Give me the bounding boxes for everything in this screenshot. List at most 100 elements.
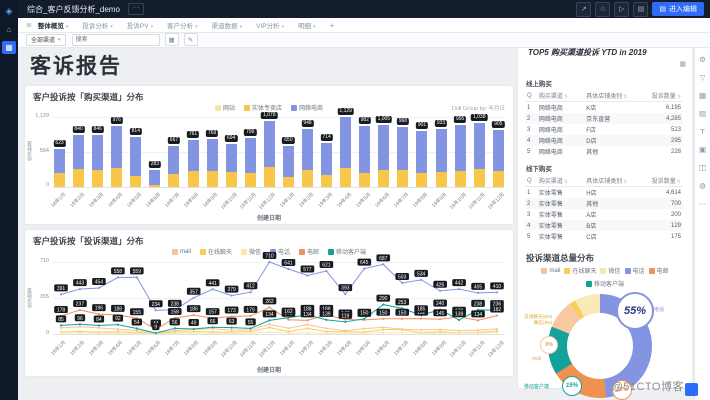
column-header[interactable]: Q: [527, 92, 532, 99]
bar-segment-retail[interactable]: [149, 185, 161, 187]
stacked-bar[interactable]: 1,038: [470, 114, 488, 187]
stacked-bar[interactable]: 840: [72, 117, 85, 187]
bar-segment-ecommerce[interactable]: [168, 146, 180, 174]
table-row[interactable]: 3 网络电商 F店 523: [525, 124, 683, 135]
bar-segment-ecommerce[interactable]: [282, 146, 294, 177]
data-point[interactable]: [192, 327, 195, 331]
data-point[interactable]: [249, 291, 252, 294]
column-header[interactable]: 购买渠道⇅: [538, 179, 569, 185]
data-point[interactable]: [325, 318, 328, 322]
data-point[interactable]: [306, 331, 309, 334]
bar-segment-retail[interactable]: [225, 172, 237, 187]
bar-segment-ecommerce[interactable]: [397, 127, 409, 170]
data-point[interactable]: [287, 267, 290, 271]
data-point[interactable]: [173, 332, 176, 335]
table-icon[interactable]: ▤: [698, 108, 707, 118]
data-point[interactable]: [420, 328, 423, 331]
data-point[interactable]: [401, 328, 404, 331]
column-header[interactable]: 购买渠道⇅: [538, 94, 569, 100]
stacked-bar[interactable]: 968: [396, 117, 410, 187]
table-row[interactable]: 1 网络电商 K店 6,195: [525, 102, 683, 113]
table-row[interactable]: 5 实体零售 C店 175: [525, 231, 683, 242]
data-point[interactable]: [495, 331, 499, 334]
bar-segment-ecommerce[interactable]: [244, 138, 256, 173]
data-point[interactable]: [249, 330, 252, 333]
data-point[interactable]: [135, 276, 138, 279]
legend-item[interactable]: 网站: [214, 103, 235, 112]
stacked-bar[interactable]: 982: [358, 117, 371, 187]
data-point[interactable]: [97, 326, 101, 329]
data-point[interactable]: [97, 313, 101, 316]
column-header[interactable]: 具体店铺类别⇅: [586, 94, 628, 100]
data-point[interactable]: [78, 325, 82, 328]
data-point[interactable]: [382, 303, 385, 306]
data-point[interactable]: [59, 326, 63, 330]
bar-segment-ecommerce[interactable]: [206, 139, 218, 171]
tab-7[interactable]: 明细 ▾: [298, 23, 316, 30]
bar-segment-ecommerce[interactable]: [359, 126, 371, 173]
data-point[interactable]: [439, 331, 442, 335]
data-point[interactable]: [135, 329, 138, 332]
stacked-bar[interactable]: 283: [148, 117, 162, 187]
bar-segment-ecommerce[interactable]: [149, 170, 161, 185]
data-point[interactable]: [439, 318, 442, 321]
data-point[interactable]: [420, 317, 423, 320]
data-point[interactable]: [344, 320, 347, 324]
line-series-在线聊天[interactable]: [60, 326, 498, 334]
column-header[interactable]: 投诉数量⇅: [651, 179, 681, 185]
data-point[interactable]: [344, 293, 347, 296]
data-point[interactable]: [401, 317, 404, 320]
stacked-bar[interactable]: 846: [91, 117, 104, 187]
bar-segment-retail[interactable]: [263, 167, 275, 187]
data-point[interactable]: [476, 319, 480, 322]
data-point[interactable]: [97, 286, 101, 290]
column-header[interactable]: 投诉数量⇅: [651, 94, 681, 100]
stacked-bar[interactable]: 769: [205, 117, 219, 187]
data-point[interactable]: [420, 331, 423, 335]
enter-edit-button[interactable]: ▤ 进入编辑: [652, 2, 704, 16]
stacked-bar[interactable]: 714: [320, 117, 333, 187]
data-point[interactable]: [401, 281, 404, 285]
data-point[interactable]: [287, 331, 290, 335]
table-row[interactable]: 2 实体零售 其他 700: [525, 198, 683, 209]
data-point[interactable]: [230, 326, 233, 329]
data-point[interactable]: [325, 327, 328, 330]
table-row[interactable]: 5 网络电商 其他 228: [525, 146, 683, 157]
data-point[interactable]: [306, 319, 309, 322]
share-icon[interactable]: ↗: [576, 1, 592, 17]
data-point[interactable]: [78, 330, 82, 333]
bar-segment-ecommerce[interactable]: [321, 143, 333, 175]
column-header[interactable]: Q: [527, 177, 532, 184]
play-icon[interactable]: ▷: [614, 1, 630, 17]
data-point[interactable]: [211, 332, 214, 335]
data-point[interactable]: [154, 331, 157, 335]
bar-segment-retail[interactable]: [92, 170, 104, 187]
data-point[interactable]: [306, 327, 309, 330]
bar-segment-retail[interactable]: [187, 171, 199, 187]
line-series-电邮[interactable]: [60, 306, 498, 331]
data-point[interactable]: [268, 306, 271, 309]
bar-segment-ecommerce[interactable]: [378, 125, 390, 170]
data-point[interactable]: [268, 326, 271, 329]
data-point[interactable]: [211, 326, 214, 329]
data-point[interactable]: [78, 308, 82, 312]
data-point[interactable]: [495, 291, 499, 294]
bar-segment-retail[interactable]: [435, 172, 447, 187]
bar-segment-ecommerce[interactable]: [73, 135, 85, 169]
bar-segment-retail[interactable]: [416, 173, 428, 187]
tab-icon[interactable]: ◫: [698, 162, 707, 172]
bar-segment-retail[interactable]: [321, 175, 333, 187]
data-point[interactable]: [249, 327, 252, 330]
bar-segment-ecommerce[interactable]: [473, 123, 485, 169]
stacked-bar[interactable]: 761: [186, 117, 200, 187]
data-point[interactable]: [116, 328, 119, 331]
legend-item[interactable]: 微信: [240, 247, 261, 256]
data-point[interactable]: [192, 331, 195, 335]
data-point[interactable]: [457, 318, 461, 322]
data-point[interactable]: [59, 324, 63, 327]
bar-segment-retail[interactable]: [130, 176, 142, 187]
data-point[interactable]: [116, 276, 119, 279]
home-icon[interactable]: ⌂: [6, 25, 12, 34]
table-row[interactable]: 4 网络电商 D店 295: [525, 135, 683, 146]
bar-segment-ecommerce[interactable]: [454, 125, 466, 171]
